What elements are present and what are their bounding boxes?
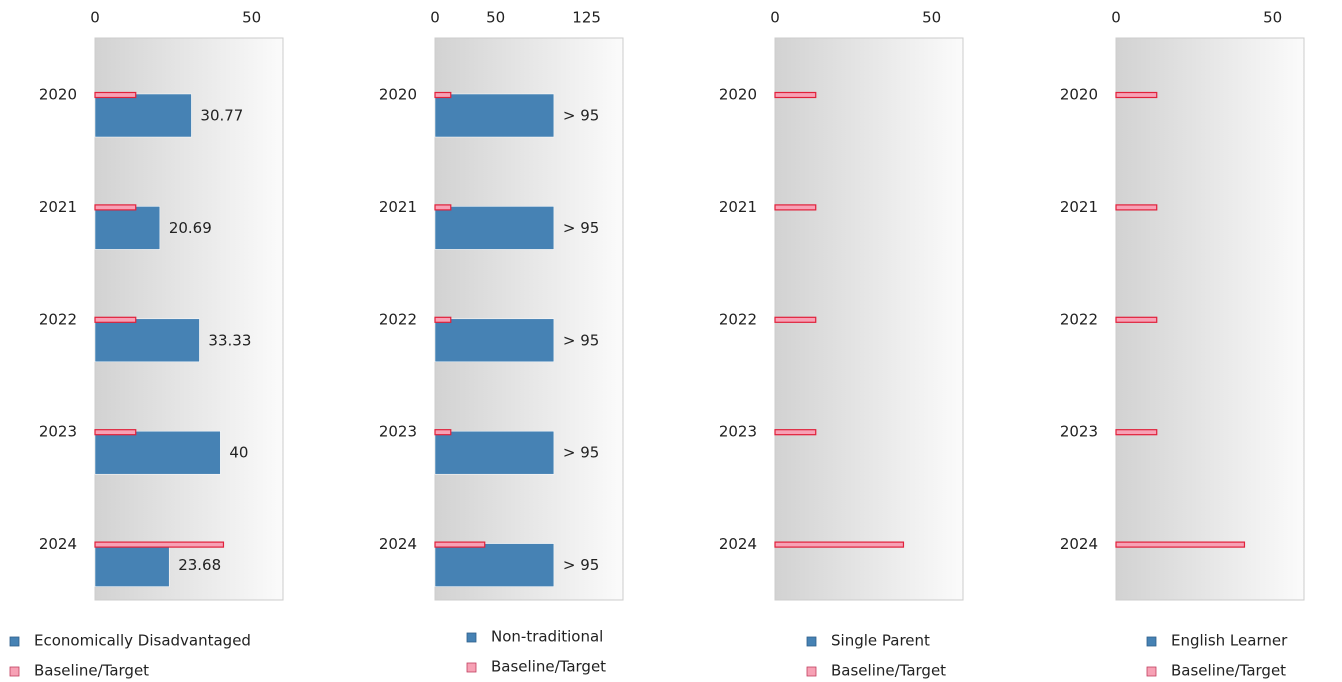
y-tick-label: 2023 bbox=[1060, 423, 1098, 441]
target-bar bbox=[1115, 429, 1158, 436]
legend-marker bbox=[9, 636, 20, 647]
target-bar bbox=[94, 429, 137, 436]
target-bar bbox=[434, 204, 452, 211]
legend-label: Single Parent bbox=[831, 632, 930, 650]
y-tick-label: 2024 bbox=[1060, 535, 1098, 553]
value-label: 30.77 bbox=[200, 107, 243, 125]
legend-label: English Learner bbox=[1171, 632, 1288, 650]
x-tick-label: 0 bbox=[1111, 9, 1121, 27]
bar bbox=[434, 430, 555, 475]
target-bar bbox=[774, 204, 817, 211]
legend-marker bbox=[1146, 666, 1157, 677]
target-bar bbox=[1115, 541, 1246, 548]
y-tick-label: 2023 bbox=[39, 423, 77, 441]
bar bbox=[434, 543, 555, 587]
y-tick-label: 2024 bbox=[379, 535, 417, 553]
value-label: 40 bbox=[229, 444, 248, 462]
bar bbox=[434, 93, 555, 138]
bar bbox=[434, 206, 555, 250]
bar bbox=[94, 430, 221, 475]
bar bbox=[94, 93, 192, 138]
legend-marker bbox=[466, 662, 477, 673]
legend-marker bbox=[1146, 636, 1157, 647]
target-bar bbox=[1115, 204, 1158, 211]
legend-marker bbox=[806, 636, 817, 647]
y-tick-label: 2023 bbox=[719, 423, 757, 441]
value-label: > 95 bbox=[563, 219, 599, 237]
y-tick-label: 2020 bbox=[379, 86, 417, 104]
y-tick-label: 2021 bbox=[39, 198, 77, 216]
value-label: 33.33 bbox=[208, 331, 251, 349]
legend-marker bbox=[466, 632, 477, 643]
x-tick-label: 50 bbox=[242, 9, 261, 27]
target-bar bbox=[434, 91, 452, 99]
legend-label: Baseline/Target bbox=[491, 658, 606, 676]
y-tick-label: 2023 bbox=[379, 423, 417, 441]
value-label: > 95 bbox=[563, 556, 599, 574]
x-tick-label: 0 bbox=[90, 9, 100, 27]
y-tick-label: 2022 bbox=[39, 310, 77, 328]
value-label: > 95 bbox=[563, 331, 599, 349]
x-tick-label: 50 bbox=[922, 9, 941, 27]
legend-label: Baseline/Target bbox=[1171, 662, 1286, 680]
legend-marker bbox=[9, 666, 20, 677]
y-tick-label: 2020 bbox=[39, 86, 77, 104]
bar bbox=[434, 318, 555, 363]
legend-label: Baseline/Target bbox=[34, 662, 149, 680]
bar bbox=[94, 206, 161, 250]
target-bar bbox=[434, 541, 486, 548]
legend-label: Baseline/Target bbox=[831, 662, 946, 680]
target-bar bbox=[94, 316, 137, 323]
x-tick-label: 50 bbox=[1263, 9, 1282, 27]
target-bar bbox=[94, 541, 225, 548]
legend-marker bbox=[806, 666, 817, 677]
value-label: > 95 bbox=[563, 107, 599, 125]
legend-label: Non-traditional bbox=[491, 628, 603, 646]
x-tick-label: 125 bbox=[572, 9, 601, 27]
y-tick-label: 2020 bbox=[719, 86, 757, 104]
value-label: 20.69 bbox=[169, 219, 212, 237]
legend-label: Economically Disadvantaged bbox=[34, 632, 251, 650]
x-tick-label: 0 bbox=[770, 9, 780, 27]
y-tick-label: 2024 bbox=[39, 535, 77, 553]
target-bar bbox=[774, 541, 905, 548]
bar bbox=[94, 543, 170, 587]
y-tick-label: 2021 bbox=[379, 198, 417, 216]
target-bar bbox=[774, 316, 817, 323]
value-label: > 95 bbox=[563, 444, 599, 462]
target-bar bbox=[1115, 91, 1158, 99]
target-bar bbox=[1115, 316, 1158, 323]
y-tick-label: 2020 bbox=[1060, 86, 1098, 104]
value-label: 23.68 bbox=[178, 556, 221, 574]
x-tick-label: 0 bbox=[430, 9, 440, 27]
y-tick-label: 2022 bbox=[719, 310, 757, 328]
bar bbox=[94, 318, 200, 363]
target-bar bbox=[434, 429, 452, 436]
target-bar bbox=[774, 429, 817, 436]
y-tick-label: 2021 bbox=[1060, 198, 1098, 216]
x-tick-label: 50 bbox=[486, 9, 505, 27]
target-bar bbox=[434, 316, 452, 323]
target-bar bbox=[774, 91, 817, 99]
y-tick-label: 2022 bbox=[379, 310, 417, 328]
y-tick-label: 2024 bbox=[719, 535, 757, 553]
y-tick-label: 2022 bbox=[1060, 310, 1098, 328]
target-bar bbox=[94, 91, 137, 99]
target-bar bbox=[94, 204, 137, 211]
y-tick-label: 2021 bbox=[719, 198, 757, 216]
